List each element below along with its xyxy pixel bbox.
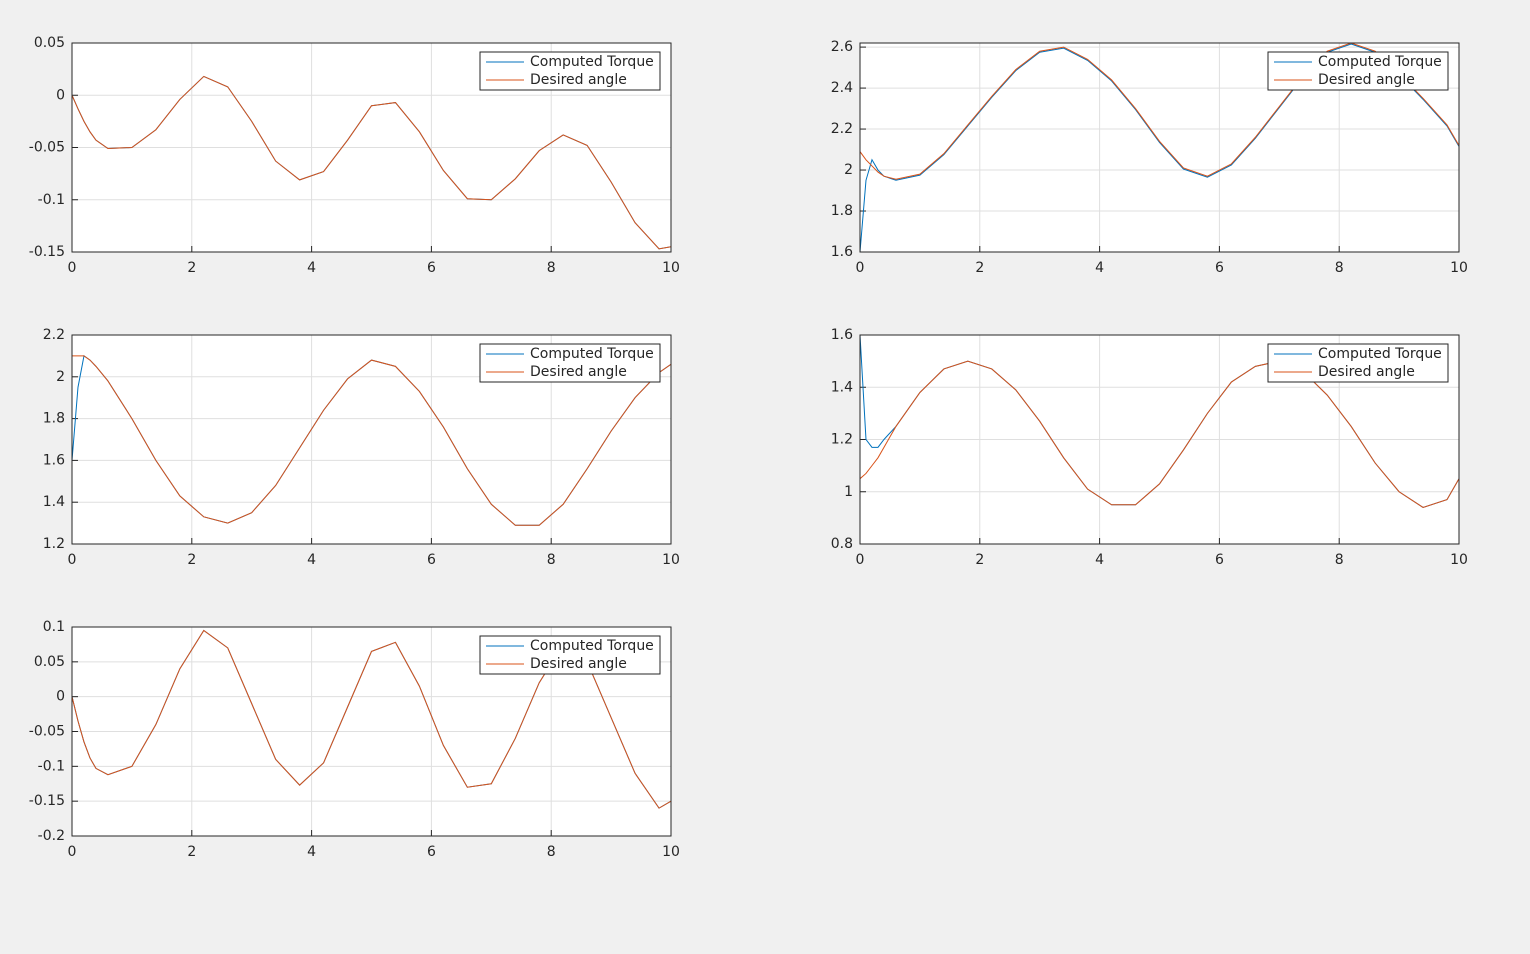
x-tick-label: 8 [547, 844, 556, 860]
subplot: 0 2 4 6 8 10 0.8 1 1.2 1.4 1.6 Computed Torque Desir… [831, 327, 1468, 568]
y-tick-label: 2 [56, 369, 65, 385]
x-tick-label: 2 [187, 552, 196, 568]
y-tick-label: 2.2 [43, 327, 65, 343]
x-tick-label: 6 [427, 844, 436, 860]
plot-lines [72, 355, 671, 526]
data-line [72, 355, 671, 526]
legend-label: Desired angle [530, 656, 627, 672]
subplot: 0 2 4 6 8 10 -0.2 -0.15 -0.1 -0.05 0 0.05 0.1 Compute… [29, 619, 680, 860]
x-tick-label: 0 [856, 552, 865, 568]
x-tick-label: 0 [856, 260, 865, 276]
x-tick-label: 6 [427, 260, 436, 276]
legend-box [479, 51, 661, 91]
y-tick-label: 1.6 [831, 327, 853, 343]
axes-box [71, 626, 672, 837]
axes-box [71, 42, 672, 253]
legend-label: Computed Torque [1318, 54, 1442, 70]
y-tick-label: -0.15 [29, 793, 65, 809]
x-tick-label: 2 [187, 844, 196, 860]
x-tick-label: 0 [68, 844, 77, 860]
plot-lines [860, 335, 1459, 508]
x-tick-label: 10 [662, 260, 680, 276]
x-tick-label: 4 [1095, 260, 1104, 276]
legend-label: Desired angle [1318, 364, 1415, 380]
y-tick-label: -0.1 [38, 758, 65, 774]
legend-box [1267, 343, 1449, 383]
y-tick-label: 1.8 [43, 411, 65, 427]
data-line [860, 360, 1459, 508]
legend-label: Computed Torque [530, 346, 654, 362]
y-tick-label: 1.2 [831, 432, 853, 448]
y-tick-label: 0.05 [34, 654, 65, 670]
y-tick-label: -0.05 [29, 140, 65, 156]
y-tick-label: -0.15 [29, 244, 65, 260]
x-tick-label: 8 [1335, 552, 1344, 568]
x-tick-label: 10 [1450, 260, 1468, 276]
x-tick-label: 4 [307, 260, 316, 276]
y-tick-label: 1 [844, 484, 853, 500]
y-tick-label: 1.4 [831, 379, 853, 395]
y-tick-label: 0.8 [831, 536, 853, 552]
legend-label: Desired angle [530, 364, 627, 380]
x-tick-label: 6 [427, 552, 436, 568]
legend-label: Desired angle [530, 72, 627, 88]
x-tick-label: 8 [1335, 260, 1344, 276]
legend-label: Computed Torque [1318, 346, 1442, 362]
subplot: 0 2 4 6 8 10 -0.15 -0.1 -0.05 0 0.05 Computed Torqu… [29, 35, 680, 276]
x-tick-label: 2 [187, 260, 196, 276]
x-tick-label: 0 [68, 260, 77, 276]
x-tick-label: 10 [662, 552, 680, 568]
y-tick-label: 1.6 [43, 452, 65, 468]
plot-lines [860, 43, 1459, 252]
x-tick-label: 10 [1450, 552, 1468, 568]
legend-label: Desired angle [1318, 72, 1415, 88]
legend-label: Computed Torque [530, 638, 654, 654]
data-line [860, 43, 1459, 252]
y-tick-label: 2.6 [831, 39, 853, 55]
x-tick-label: 8 [547, 260, 556, 276]
y-tick-label: 0.1 [43, 619, 65, 635]
x-tick-label: 6 [1215, 260, 1224, 276]
y-tick-label: 1.8 [831, 203, 853, 219]
x-tick-label: 2 [975, 552, 984, 568]
x-tick-label: 4 [307, 552, 316, 568]
subplot: 0 2 4 6 8 10 1.2 1.4 1.6 1.8 2 2.2 Computed Torque De… [43, 327, 680, 568]
y-tick-label: 1.6 [831, 244, 853, 260]
y-tick-label: 1.4 [43, 494, 65, 510]
x-tick-label: 2 [975, 260, 984, 276]
axes-box [71, 334, 672, 545]
y-tick-label: 2.4 [831, 80, 853, 96]
y-tick-label: 0 [56, 689, 65, 705]
y-tick-label: 1.2 [43, 536, 65, 552]
x-tick-label: 8 [547, 552, 556, 568]
axes-box [859, 334, 1460, 545]
y-tick-label: 0 [56, 87, 65, 103]
data-line [860, 43, 1459, 180]
data-line [72, 75, 671, 250]
y-tick-label: -0.05 [29, 724, 65, 740]
x-tick-label: 6 [1215, 552, 1224, 568]
x-tick-label: 10 [662, 844, 680, 860]
y-tick-label: 0.05 [34, 35, 65, 51]
plot-lines [72, 75, 671, 250]
x-tick-label: 4 [307, 844, 316, 860]
subplot: 0 2 4 6 8 10 1.6 1.8 2 2.2 2.4 2.6 Computed Torque De… [831, 39, 1468, 276]
x-tick-label: 0 [68, 552, 77, 568]
y-tick-label: -0.1 [38, 192, 65, 208]
legend-label: Computed Torque [530, 54, 654, 70]
y-tick-label: -0.2 [38, 828, 65, 844]
y-tick-label: 2 [844, 162, 853, 178]
axes-box [859, 42, 1460, 253]
legend-box [479, 635, 661, 675]
legend-box [1267, 51, 1449, 91]
x-tick-label: 4 [1095, 552, 1104, 568]
y-tick-label: 2.2 [831, 121, 853, 137]
legend-box [479, 343, 661, 383]
